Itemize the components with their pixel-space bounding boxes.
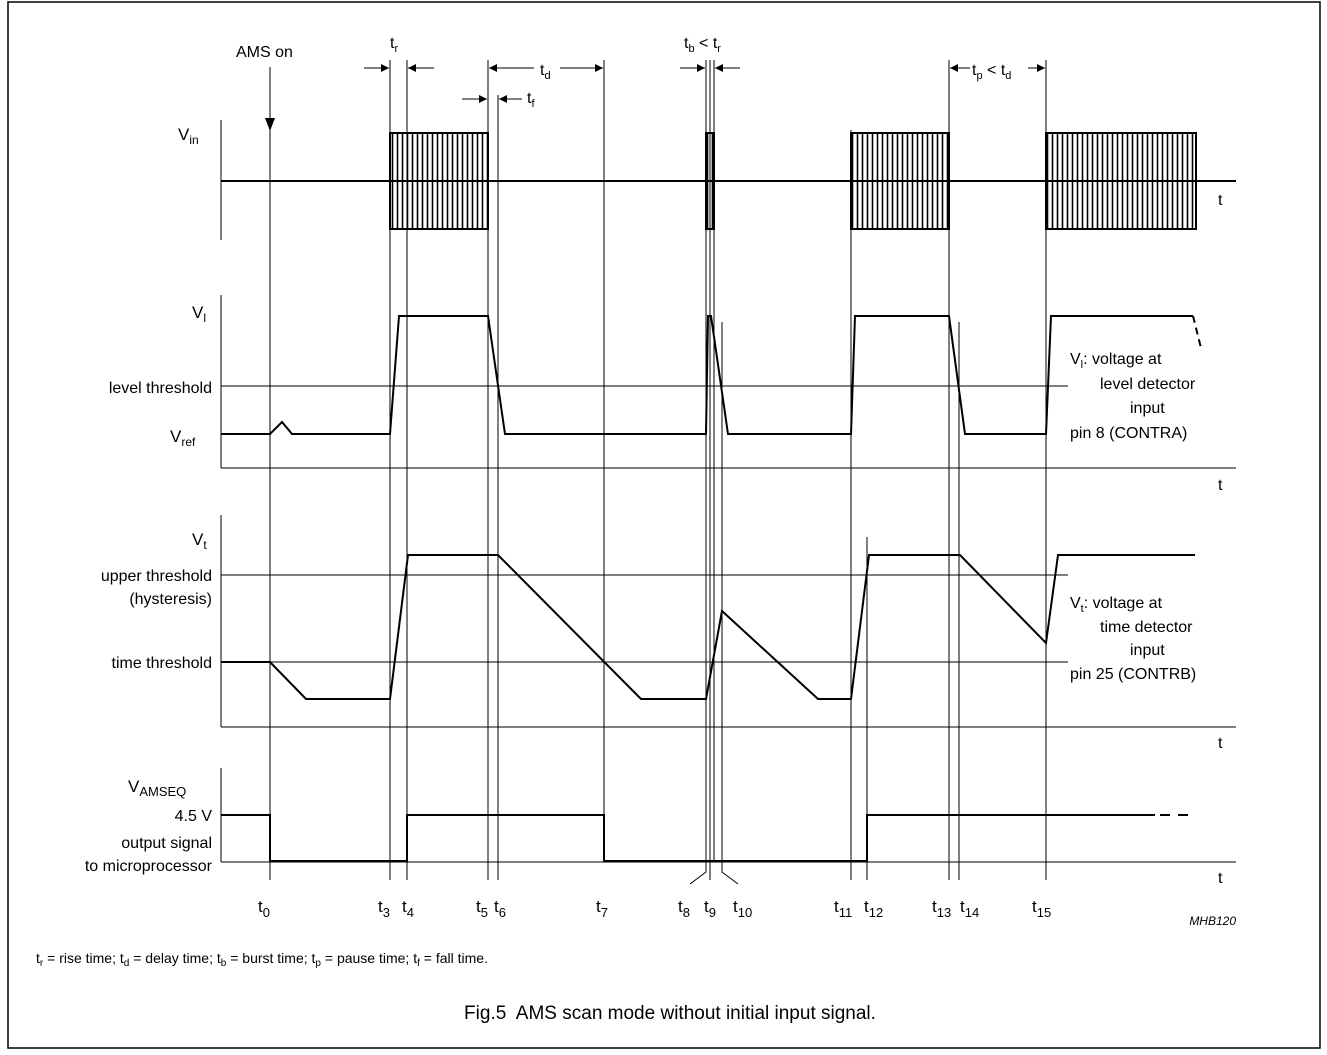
- vamseq-waveform: [221, 814, 1155, 862]
- marker-t4: t4: [402, 897, 414, 920]
- marker-t5: t5: [476, 897, 488, 920]
- marker-t14: t14: [960, 897, 979, 920]
- legend-text: tr = rise time; td = delay time; tb = bu…: [36, 950, 488, 969]
- marker-t11: t11: [834, 897, 852, 920]
- vt-label: Vt: [192, 530, 207, 552]
- vamseq-panel: VAMSEQ 4.5 V output signal to microproce…: [85, 768, 1236, 887]
- hysteresis-label: (hysteresis): [129, 591, 212, 608]
- tf-label: tf: [527, 90, 535, 110]
- vin-axis-t: t: [1218, 192, 1223, 209]
- marker-t9: t9: [704, 897, 716, 920]
- output-signal-label: output signal: [121, 835, 212, 852]
- upper-threshold-label: upper threshold: [101, 568, 212, 585]
- vin-panel: Vin t: [178, 120, 1236, 240]
- vin-label: Vin: [178, 125, 199, 147]
- vl-waveform: [221, 315, 1193, 435]
- vamseq-label: VAMSEQ: [128, 777, 186, 799]
- vin-burst-4: [1045, 132, 1197, 230]
- level-threshold-label: level threshold: [109, 380, 212, 397]
- svg-text:pin 8 (CONTRA): pin 8 (CONTRA): [1070, 425, 1187, 442]
- svg-text:level detector: level detector: [1100, 376, 1196, 393]
- top-annotations: AMS on tr td tf tb < tr tp < td: [236, 35, 1045, 131]
- vt-panel: Vt upper threshold (hysteresis) time thr…: [101, 515, 1236, 752]
- vl-axis-t: t: [1218, 477, 1223, 494]
- ams-on-label: AMS on: [236, 44, 293, 61]
- vin-burst-2: [705, 132, 715, 230]
- vt-waveform: [221, 554, 1195, 700]
- marker-t6: t6: [494, 897, 506, 920]
- svg-text:Vl: voltage at: Vl: voltage at: [1070, 351, 1162, 371]
- marker-t3: t3: [378, 897, 390, 920]
- svg-text:time detector: time detector: [1100, 619, 1193, 636]
- figure-id: MHB120: [1189, 914, 1236, 928]
- figure-caption: Fig.5 AMS scan mode without initial inpu…: [464, 1003, 876, 1024]
- time-threshold-label: time threshold: [112, 655, 213, 672]
- vin-burst-1: [389, 132, 489, 230]
- vamseq-axis-t: t: [1218, 870, 1223, 887]
- marker-t13: t13: [932, 897, 951, 920]
- vl-panel: Vl level threshold Vref t Vl: voltage at…: [109, 295, 1236, 494]
- vin-burst-3: [850, 132, 950, 230]
- vl-note: Vl: voltage at level detector input pin …: [1070, 351, 1196, 442]
- tr-label: tr: [390, 35, 398, 55]
- tp-lt-td-label: tp < td: [972, 62, 1011, 82]
- vt-axis-t: t: [1218, 735, 1223, 752]
- svg-text:input: input: [1130, 400, 1165, 417]
- time-marker-labels: t0 t3 t4 t5 t6 t7 t8 t9 t10 t11 t12 t13 …: [258, 897, 1051, 920]
- vl-label: Vl: [192, 303, 206, 325]
- svg-text:pin 25 (CONTRB): pin 25 (CONTRB): [1070, 666, 1196, 683]
- svg-text:Vt: voltage at: Vt: voltage at: [1070, 595, 1163, 615]
- marker-t7: t7: [596, 897, 608, 920]
- marker-t8: t8: [678, 897, 690, 920]
- marker-t10: t10: [733, 897, 752, 920]
- td-label: td: [540, 62, 551, 82]
- tb-lt-tr-label: tb < tr: [684, 35, 721, 55]
- vref-label: Vref: [170, 427, 196, 449]
- marker-t12: t12: [864, 897, 883, 920]
- marker-t15: t15: [1032, 897, 1051, 920]
- vt-note: Vt: voltage at time detector input pin 2…: [1070, 595, 1196, 683]
- svg-text:input: input: [1130, 642, 1165, 659]
- to-microprocessor-label: to microprocessor: [85, 858, 213, 875]
- marker-t0: t0: [258, 897, 270, 920]
- figure-border: [7, 1, 1321, 1049]
- vamseq-level-label: 4.5 V: [175, 808, 213, 825]
